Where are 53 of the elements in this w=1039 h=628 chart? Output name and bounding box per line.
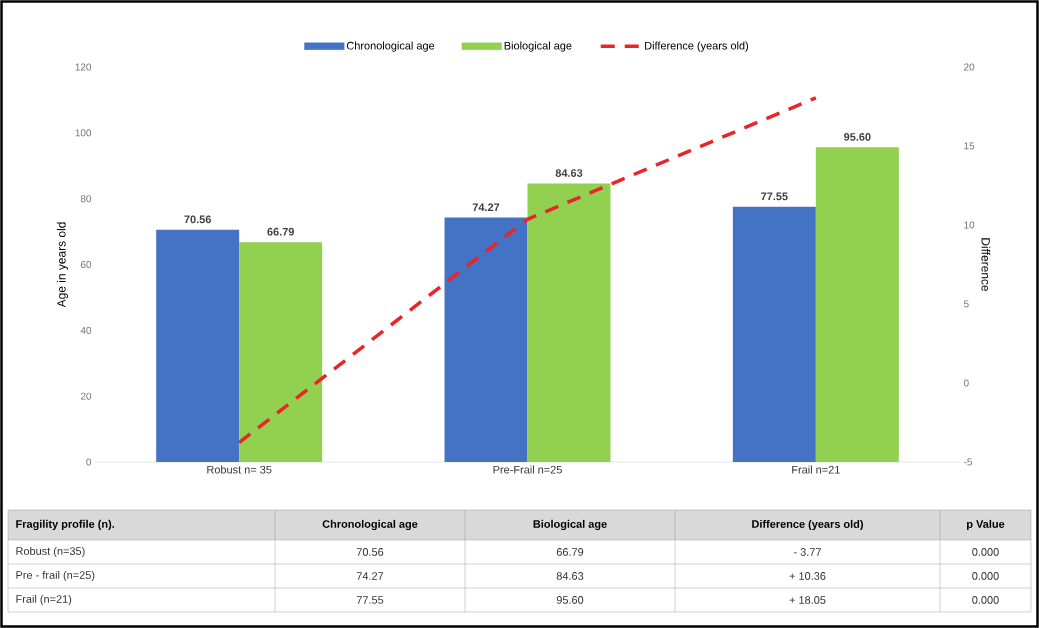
category-label: Difference (years old) bbox=[752, 519, 863, 531]
category-label: Chronological age bbox=[322, 519, 418, 531]
text: 0.000 bbox=[972, 548, 999, 556]
y-axis-title: Age in years old bbox=[56, 222, 69, 308]
category-label: Biological age bbox=[533, 519, 607, 531]
y2-tick-label: 0 bbox=[963, 379, 969, 387]
data-label: 84.63 bbox=[555, 169, 583, 177]
x-tick-label: Pre-Frail n=25 bbox=[493, 465, 562, 474]
y-tick-label: 20 bbox=[80, 392, 92, 400]
y2-tick-label: -5 bbox=[963, 458, 972, 466]
y2-axis-title: Difference bbox=[981, 238, 991, 292]
text: + 10.36 bbox=[789, 572, 826, 580]
y2-tick-label: 10 bbox=[964, 221, 975, 229]
x-tick-label: Robust n= 35 bbox=[207, 465, 272, 474]
bar bbox=[444, 217, 528, 462]
text: + 18.05 bbox=[789, 596, 826, 604]
legend-label: Chronological age bbox=[346, 41, 435, 52]
text: 84.63 bbox=[556, 572, 584, 580]
bar bbox=[156, 229, 240, 462]
y2-tick-label: 20 bbox=[964, 63, 975, 71]
bar bbox=[527, 183, 611, 462]
y-tick-label: 60 bbox=[80, 260, 92, 269]
category-label: p Value bbox=[967, 519, 1005, 531]
text: 70.56 bbox=[356, 548, 384, 556]
text: 66.79 bbox=[556, 548, 584, 556]
data-label: 70.56 bbox=[184, 215, 211, 224]
y-tick-label: 0 bbox=[86, 458, 92, 466]
y2-tick-label: 15 bbox=[964, 142, 975, 150]
data-label: 74.27 bbox=[472, 203, 500, 211]
text: - 3.77 bbox=[793, 548, 821, 556]
data-label: 66.79 bbox=[267, 227, 294, 236]
text: 74.27 bbox=[356, 572, 384, 580]
y2-tick-label: 5 bbox=[963, 300, 969, 308]
bar bbox=[732, 206, 816, 462]
data-label: 77.55 bbox=[761, 192, 788, 201]
legend-label: Difference (years old) bbox=[645, 41, 749, 52]
data-label: 95.60 bbox=[844, 133, 871, 141]
bar bbox=[239, 242, 323, 462]
x-tick-label: Frail n=21 bbox=[792, 465, 840, 474]
text: Pre - frail (n=25) bbox=[16, 570, 95, 582]
text: 0.000 bbox=[972, 572, 999, 580]
category-label: Fragility profile (n). bbox=[16, 519, 115, 531]
y-tick-label: 120 bbox=[75, 63, 92, 71]
text: Robust (n=35) bbox=[16, 546, 85, 558]
y-tick-label: 40 bbox=[80, 326, 92, 334]
text: 77.55 bbox=[356, 596, 384, 604]
text: Frail (n=21) bbox=[16, 594, 72, 606]
bar bbox=[815, 147, 899, 462]
y-tick-label: 80 bbox=[80, 195, 92, 203]
legend-label: Biological age bbox=[504, 41, 572, 52]
y-tick-label: 100 bbox=[75, 129, 92, 137]
text: 95.60 bbox=[556, 596, 584, 604]
text: 0.000 bbox=[972, 596, 999, 604]
